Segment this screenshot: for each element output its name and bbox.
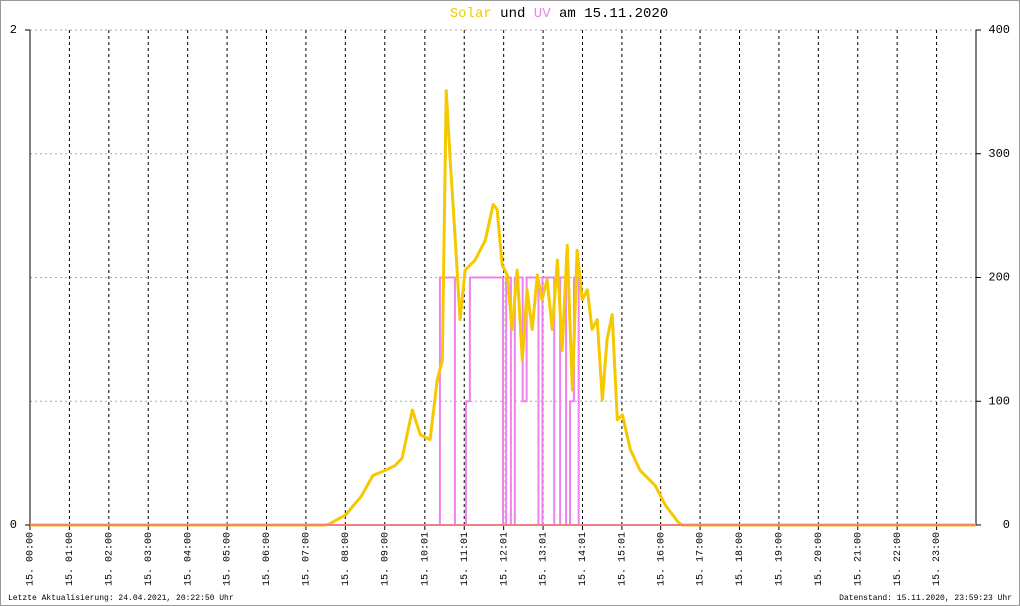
x-tick-label: 15. 20:00	[814, 532, 825, 586]
footer-right: Datenstand: 15.11.2020, 23:59:23 Uhr	[839, 594, 1012, 603]
footer-left: Letzte Aktualisierung: 24.04.2021, 20:22…	[8, 594, 234, 603]
x-tick-label: 15. 00:00	[26, 532, 37, 586]
x-tick-label: 15. 11:01	[460, 532, 471, 586]
y2-tick-label: 100	[988, 394, 1010, 408]
y2-tick-label: 0	[1003, 518, 1010, 532]
x-tick-label: 15. 23:00	[932, 532, 943, 586]
x-tick-label: 15. 19:00	[775, 532, 786, 586]
chart-title: Solar und UV am 15.11.2020	[450, 6, 668, 22]
title-connector: und	[500, 6, 525, 22]
x-tick-label: 15. 02:00	[104, 532, 115, 586]
x-tick-label: 15. 18:00	[735, 532, 746, 586]
title-solar: Solar	[450, 6, 492, 22]
y-tick-label: 0	[10, 518, 17, 532]
y2-tick-label: 300	[988, 147, 1010, 161]
x-tick-label: 15. 05:00	[223, 532, 234, 586]
x-tick-label: 15. 08:00	[341, 532, 352, 586]
x-tick-label: 15. 14:01	[578, 532, 589, 586]
title-suffix: am 15.11.2020	[559, 6, 668, 22]
x-tick-label: 15. 01:00	[65, 532, 76, 586]
x-tick-label: 15. 07:00	[302, 532, 313, 586]
x-tick-label: 15. 16:00	[656, 532, 667, 586]
y2-tick-label: 200	[988, 271, 1010, 285]
y-tick-label: 2	[10, 23, 17, 37]
y2-tick-label: 400	[988, 23, 1010, 37]
x-tick-label: 15. 09:00	[380, 532, 391, 586]
series-line	[30, 89, 976, 527]
x-tick-label: 15. 13:01	[539, 532, 550, 586]
x-tick-label: 15. 10:01	[420, 532, 431, 586]
x-tick-label: 15. 04:00	[183, 532, 194, 586]
x-tick-label: 15. 15:01	[618, 532, 629, 586]
x-tick-label: 15. 03:00	[144, 532, 155, 586]
x-tick-label: 15. 17:00	[696, 532, 707, 586]
x-tick-label: 15. 21:00	[853, 532, 864, 586]
x-tick-label: 15. 22:00	[893, 532, 904, 586]
x-tick-label: 15. 12:01	[499, 532, 510, 586]
title-uv: UV	[534, 6, 551, 22]
x-tick-label: 15. 06:00	[262, 532, 273, 586]
